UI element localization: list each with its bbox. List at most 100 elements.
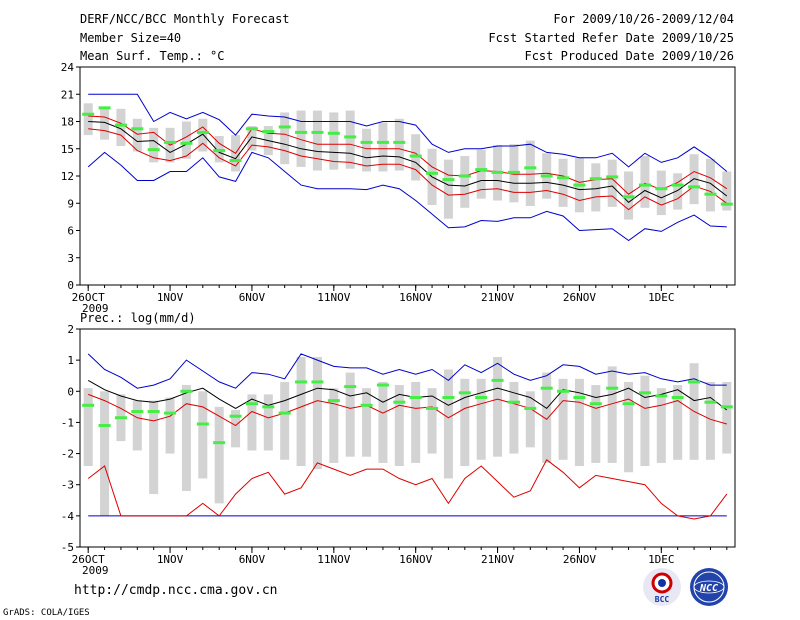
prec-box-24 bbox=[476, 378, 486, 460]
prec-xtick-label: 21NOV bbox=[481, 553, 514, 566]
temp-max-line bbox=[88, 93, 728, 172]
prec-median-33 bbox=[622, 402, 635, 406]
prec-median-22 bbox=[442, 396, 455, 400]
temp-box-31 bbox=[591, 163, 601, 212]
temp-lower-line bbox=[88, 128, 728, 211]
prec-upper-line bbox=[88, 393, 727, 427]
temp-box-15 bbox=[329, 112, 339, 170]
temp-median-27 bbox=[524, 166, 537, 170]
prec-box-3 bbox=[132, 400, 142, 451]
temp-box-24 bbox=[476, 149, 486, 199]
temp-box-2 bbox=[116, 108, 126, 147]
temp-upper-line bbox=[88, 115, 728, 195]
prec-xtick-label: 1NOV bbox=[157, 553, 184, 566]
temp-ytick-label: 6 bbox=[67, 225, 74, 238]
temp-mean-line bbox=[88, 121, 728, 203]
prec-mean-line bbox=[87, 379, 728, 411]
prec-box-7 bbox=[198, 391, 208, 479]
prec-box-15 bbox=[329, 388, 339, 463]
temp-frame bbox=[79, 66, 736, 286]
prec-xtick-label: 6NOV bbox=[239, 553, 266, 566]
temp-box-19 bbox=[394, 118, 404, 171]
prec-xtick-label: 16NOV bbox=[399, 553, 432, 566]
prec-median-21 bbox=[426, 406, 439, 410]
prec-box-19 bbox=[394, 385, 404, 467]
temp-median-20 bbox=[409, 154, 422, 158]
temp-ytick-label: 24 bbox=[61, 61, 75, 74]
prec-box-38 bbox=[705, 381, 715, 460]
prec-lower-line bbox=[87, 459, 728, 520]
footer-url[interactable]: http://cmdp.ncc.cma.gov.cn bbox=[74, 583, 278, 598]
header-left-line-2: Member Size=40 bbox=[80, 31, 182, 45]
prec-box-21 bbox=[427, 388, 437, 454]
ncc-logo-graphic: NCC bbox=[693, 571, 725, 603]
temp-box-27 bbox=[525, 140, 535, 206]
precip-chart-title: Prec.: log(mm/d) bbox=[80, 311, 196, 325]
prec-box-12 bbox=[280, 381, 290, 460]
prec-box-13 bbox=[296, 357, 306, 467]
temp-median-24 bbox=[475, 168, 488, 172]
temp-box-6 bbox=[181, 121, 191, 159]
prec-median-23 bbox=[458, 391, 471, 395]
prec-median-17 bbox=[360, 403, 373, 407]
temp-median-23 bbox=[458, 174, 471, 178]
prec-box-31 bbox=[591, 385, 601, 463]
prec-max-line bbox=[87, 353, 727, 389]
prec-median-12 bbox=[278, 411, 291, 415]
prec-box-22 bbox=[443, 369, 453, 479]
precipitation-chart: -5 -4 -3 -2 -1 0 1 2 26OCT 1NOV 6NOV 11NOV 16NOV 21NO… bbox=[61, 323, 736, 577]
temp-median-17 bbox=[360, 140, 373, 144]
prec-median-6 bbox=[180, 389, 193, 393]
prec-ytick-label: -2 bbox=[61, 448, 74, 461]
temp-median-29 bbox=[557, 176, 570, 180]
temperature-chart: 0 3 6 9 12 15 18 21 24 26OCT 1NOV 6NOV 11NOV 16NOV 21N… bbox=[61, 61, 736, 315]
prec-box-39 bbox=[722, 381, 732, 454]
temp-box-29 bbox=[558, 158, 568, 207]
prec-box-33 bbox=[624, 381, 634, 473]
prec-median-15 bbox=[327, 399, 340, 403]
header-right-line-3: Fcst Produced Date 2009/10/26 bbox=[524, 49, 734, 63]
prec-median-5 bbox=[164, 411, 177, 415]
prec-box-30 bbox=[574, 378, 584, 467]
ncc-logo-text: NCC bbox=[699, 583, 718, 594]
temp-box-16 bbox=[345, 110, 355, 169]
temp-box-38 bbox=[705, 158, 715, 212]
temp-xtick-label: 11NOV bbox=[317, 291, 350, 304]
temp-ytick-label: 15 bbox=[61, 143, 74, 156]
prec-median-28 bbox=[540, 386, 553, 390]
temp-median-38 bbox=[704, 192, 717, 196]
prec-xtick-label: 1DEC bbox=[648, 553, 675, 566]
temp-median-7 bbox=[196, 130, 209, 134]
temp-box-18 bbox=[378, 122, 388, 172]
temp-box-35 bbox=[656, 170, 666, 216]
prec-xtick-label: 26NOV bbox=[563, 553, 596, 566]
prec-xtick-label: 26OCT bbox=[72, 553, 105, 566]
prec-box-8 bbox=[214, 406, 224, 504]
temp-box-10 bbox=[247, 126, 257, 151]
prec-box-20 bbox=[411, 381, 421, 463]
temp-median-39 bbox=[720, 202, 733, 206]
header-right-line-1: For 2009/10/26-2009/12/04 bbox=[553, 12, 734, 26]
header-left-line-3: Mean Surf. Temp.: °C bbox=[80, 49, 225, 63]
temp-median-0 bbox=[82, 112, 95, 116]
prec-median-34 bbox=[638, 391, 651, 395]
temp-min-line bbox=[87, 151, 727, 242]
temp-box-17 bbox=[362, 128, 372, 172]
temp-median-5 bbox=[164, 140, 177, 144]
temp-ytick-label: 12 bbox=[61, 170, 74, 183]
prec-ytick-label: -1 bbox=[61, 416, 74, 429]
prec-frame bbox=[79, 328, 736, 548]
prec-box-4 bbox=[149, 400, 159, 495]
header-right-line-2: Fcst Started Refer Date 2009/10/25 bbox=[488, 31, 734, 45]
temp-xtick-label: 26OCT bbox=[72, 291, 105, 304]
prec-median-0 bbox=[82, 403, 95, 407]
prec-box-34 bbox=[640, 375, 650, 467]
temp-ytick-label: 0 bbox=[67, 279, 74, 292]
prec-median-4 bbox=[147, 410, 160, 414]
temp-xtick-label: 1DEC bbox=[648, 291, 675, 304]
temp-box-22 bbox=[443, 159, 453, 219]
prec-box-6 bbox=[181, 385, 191, 491]
prec-median-37 bbox=[688, 380, 701, 384]
temp-median-2 bbox=[114, 123, 127, 127]
